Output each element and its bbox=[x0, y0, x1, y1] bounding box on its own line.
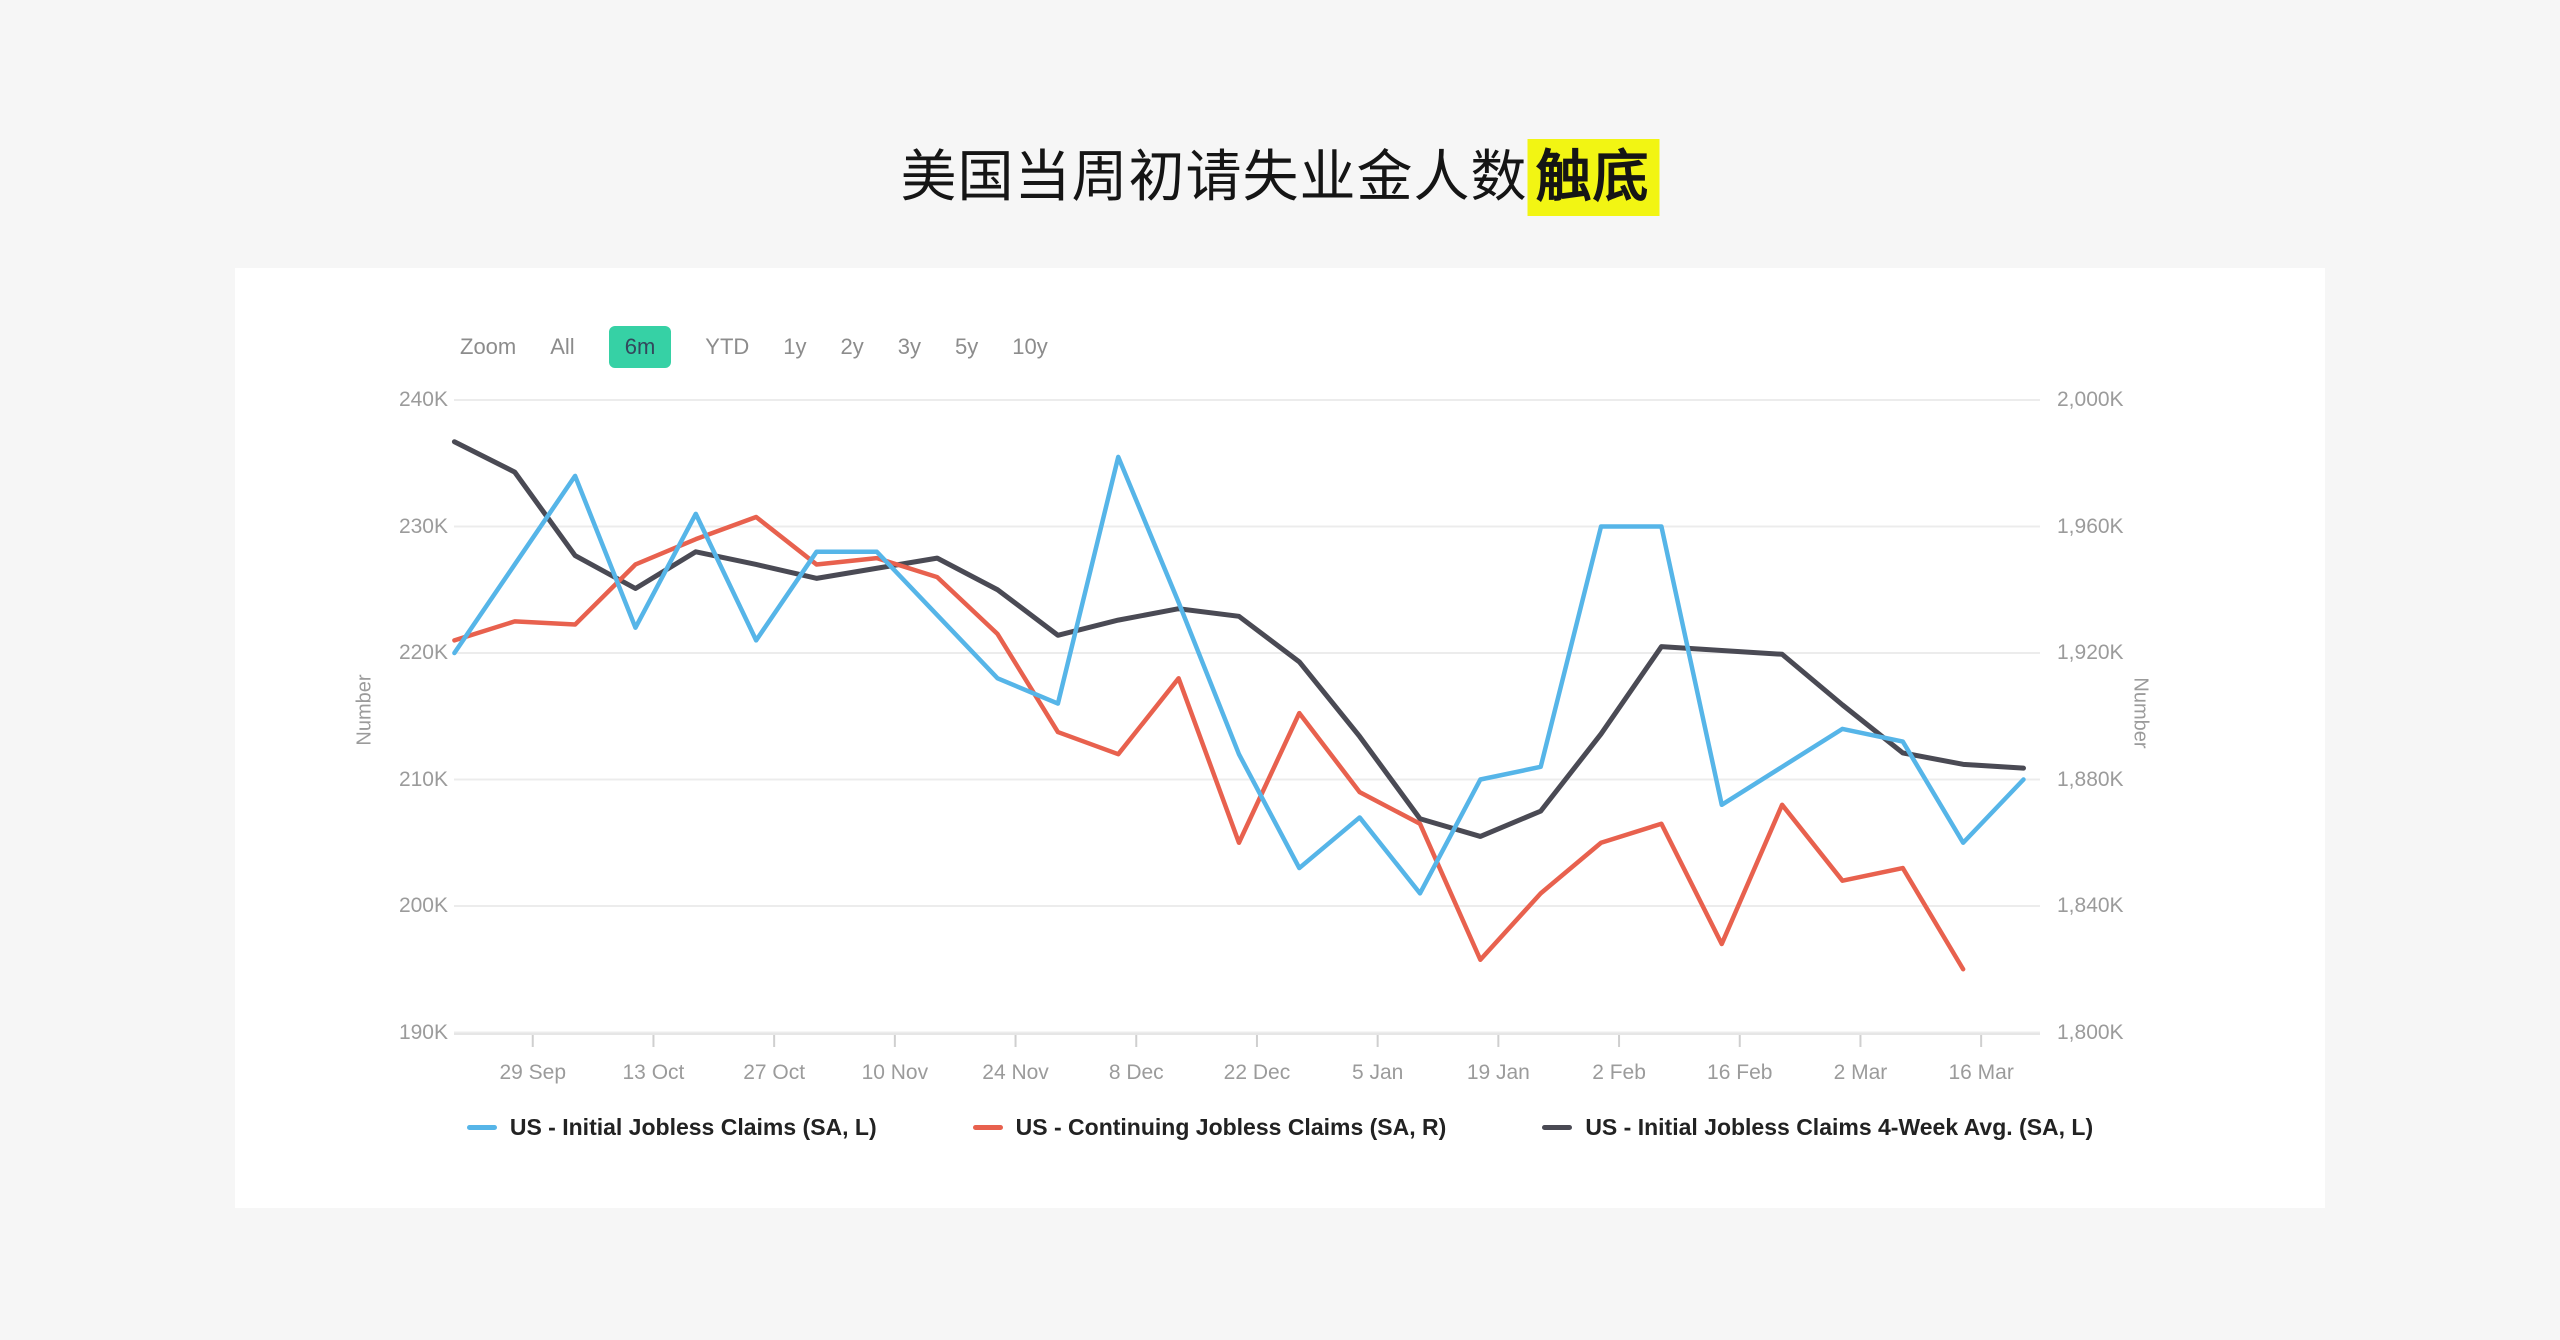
right-axis-tick-label: 1,960K bbox=[2057, 514, 2124, 538]
x-axis-tick-label: 10 Nov bbox=[861, 1061, 929, 1084]
series-line-1 bbox=[452, 514, 1966, 972]
x-axis-tick-label: 29 Sep bbox=[499, 1061, 567, 1084]
title-highlight: 触底 bbox=[1527, 139, 1660, 216]
right-axis-title: Number bbox=[2129, 677, 2152, 749]
right-axis-tick-label: 1,920K bbox=[2057, 641, 2124, 664]
legend-marker-icon bbox=[466, 1125, 497, 1130]
range-button-6m[interactable]: 6m bbox=[608, 326, 672, 368]
title-text: 美国当周初请失业金人数 bbox=[900, 145, 1528, 208]
right-axis-tick-label: 1,880K bbox=[2057, 767, 2124, 791]
right-axis-tick-label: 2,000K bbox=[2057, 388, 2124, 411]
left-axis-tick-label: 240K bbox=[398, 388, 448, 411]
x-axis-tick-label: 8 Dec bbox=[1108, 1061, 1164, 1084]
range-buttons: All 6m YTD 1y 2y 3y 5y 10y bbox=[550, 326, 1048, 368]
legend-label: US - Initial Jobless Claims (SA, L) bbox=[509, 1114, 877, 1140]
x-axis-tick-label: 24 Nov bbox=[982, 1061, 1049, 1084]
series-line-0 bbox=[452, 454, 2026, 896]
page-title: 美国当周初请失业金人数 触底 bbox=[900, 132, 1660, 216]
x-axis-tick-label: 2 Feb bbox=[1592, 1061, 1646, 1084]
x-axis-tick-label: 19 Jan bbox=[1466, 1061, 1530, 1084]
legend-marker-icon bbox=[972, 1125, 1003, 1130]
left-axis-tick-label: 190K bbox=[398, 1020, 448, 1044]
left-axis-tick-label: 230K bbox=[398, 514, 448, 538]
series-line-2 bbox=[451, 439, 2026, 839]
zoom-label: Zoom bbox=[460, 334, 517, 359]
range-button-2y[interactable]: 2y bbox=[840, 334, 864, 359]
range-button-ytd[interactable]: YTD bbox=[705, 334, 750, 359]
left-axis-title: Number bbox=[353, 674, 376, 746]
legend-item-0[interactable]: US - Initial Jobless Claims (SA, L) bbox=[466, 1114, 877, 1141]
range-toolbar: Zoom All 6m YTD 1y 2y 3y 5y 10y bbox=[460, 326, 1048, 368]
range-button-1y[interactable]: 1y bbox=[783, 334, 807, 359]
x-axis-tick-label: 22 Dec bbox=[1223, 1061, 1291, 1084]
left-axis-tick-label: 220K bbox=[398, 641, 448, 664]
legend-label: US - Initial Jobless Claims 4-Week Avg. … bbox=[1585, 1114, 2094, 1140]
left-axis-tick-label: 210K bbox=[398, 767, 448, 791]
legend-item-2[interactable]: US - Initial Jobless Claims 4-Week Avg. … bbox=[1542, 1114, 2093, 1141]
left-axis-tick-label: 200K bbox=[398, 894, 448, 917]
range-button-10y[interactable]: 10y bbox=[1012, 334, 1048, 359]
legend-marker-icon bbox=[1542, 1125, 1573, 1130]
range-button-5y[interactable]: 5y bbox=[955, 334, 979, 359]
range-button-all[interactable]: All bbox=[550, 334, 575, 359]
legend: US - Initial Jobless Claims (SA, L) US - … bbox=[235, 1114, 2325, 1141]
x-axis-tick-label: 27 Oct bbox=[743, 1061, 806, 1084]
right-axis-tick-label: 1,800K bbox=[2057, 1020, 2124, 1044]
chart-plot-area[interactable] bbox=[235, 268, 2325, 1208]
x-axis-tick-label: 16 Mar bbox=[1948, 1061, 2014, 1084]
x-axis-tick-label: 16 Feb bbox=[1707, 1061, 1773, 1084]
range-button-3y[interactable]: 3y bbox=[897, 334, 922, 359]
legend-label: US - Continuing Jobless Claims (SA, R) bbox=[1015, 1114, 1447, 1140]
chart-card: Zoom All 6m YTD 1y 2y 3y 5y 10y Number Number 2… bbox=[235, 268, 2325, 1208]
x-axis-tick-label: 13 Oct bbox=[622, 1061, 685, 1084]
x-axis-tick-label: 2 Mar bbox=[1833, 1061, 1888, 1084]
x-axis-tick-label: 5 Jan bbox=[1351, 1061, 1404, 1084]
right-axis-tick-label: 1,840K bbox=[2057, 894, 2124, 917]
legend-item-1[interactable]: US - Continuing Jobless Claims (SA, R) bbox=[972, 1114, 1447, 1141]
